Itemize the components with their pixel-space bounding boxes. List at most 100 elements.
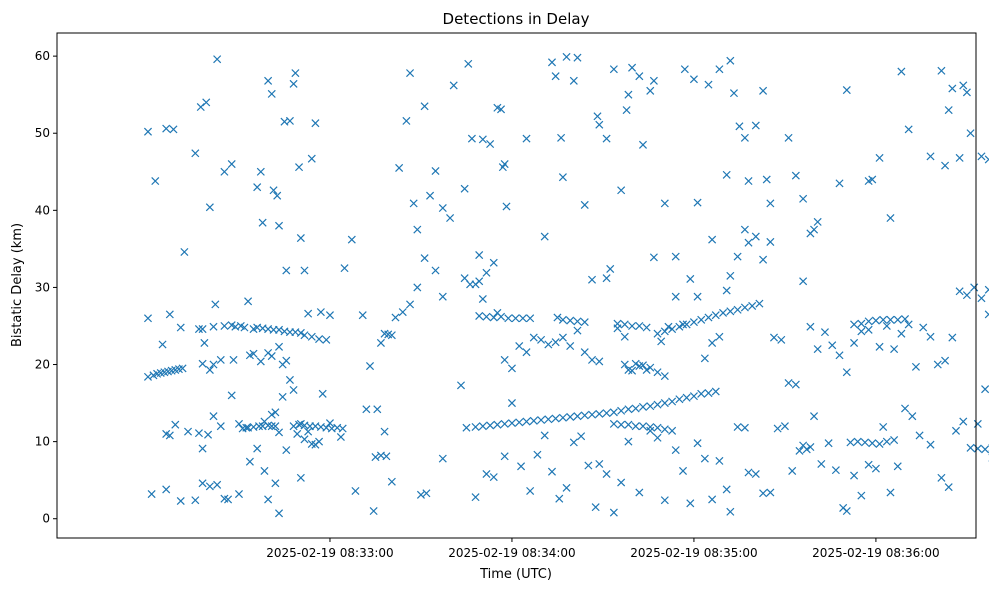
data-point	[687, 275, 694, 282]
data-point	[272, 409, 279, 416]
data-point	[144, 373, 151, 380]
data-point	[741, 134, 748, 141]
data-point	[847, 439, 854, 446]
data-point	[789, 467, 796, 474]
data-point	[628, 322, 635, 329]
data-point	[985, 286, 989, 293]
plot-frame	[57, 33, 976, 538]
data-point	[254, 445, 261, 452]
data-point	[305, 428, 312, 435]
data-point	[337, 433, 344, 440]
data-point	[880, 316, 887, 323]
data-point	[679, 467, 686, 474]
data-point	[290, 386, 297, 393]
data-point	[206, 483, 213, 490]
data-point	[228, 392, 235, 399]
data-point	[210, 323, 217, 330]
data-point	[661, 372, 668, 379]
data-point	[530, 334, 537, 341]
data-point	[574, 54, 581, 61]
data-point	[301, 436, 308, 443]
data-point	[410, 200, 417, 207]
data-point	[297, 234, 304, 241]
data-point	[501, 160, 508, 167]
data-point	[472, 423, 479, 430]
data-point	[858, 328, 865, 335]
data-point	[290, 80, 297, 87]
data-point	[618, 407, 625, 414]
x-tick-label: 2025-02-19 08:34:00	[448, 546, 575, 560]
data-point	[854, 438, 861, 445]
data-point	[967, 130, 974, 137]
data-point	[610, 509, 617, 516]
data-point	[618, 421, 625, 428]
data-point	[472, 281, 479, 288]
data-point	[501, 356, 508, 363]
data-point	[901, 405, 908, 412]
data-point	[672, 253, 679, 260]
data-point	[279, 361, 286, 368]
data-point	[603, 135, 610, 142]
data-point	[581, 319, 588, 326]
data-point	[559, 334, 566, 341]
data-point	[912, 363, 919, 370]
data-point	[705, 81, 712, 88]
data-point	[421, 103, 428, 110]
data-point	[698, 390, 705, 397]
data-point	[596, 410, 603, 417]
data-point	[607, 265, 614, 272]
data-point	[377, 339, 384, 346]
data-point	[177, 497, 184, 504]
data-point	[807, 323, 814, 330]
data-point	[960, 418, 967, 425]
data-point	[221, 168, 228, 175]
data-point	[406, 301, 413, 308]
data-point	[625, 91, 632, 98]
data-point	[527, 487, 534, 494]
data-point	[508, 365, 515, 372]
data-point	[594, 113, 601, 120]
data-point	[537, 336, 544, 343]
data-point	[348, 236, 355, 243]
data-point	[956, 288, 963, 295]
data-point	[985, 311, 989, 318]
data-point	[734, 306, 741, 313]
data-point	[636, 73, 643, 80]
data-point	[952, 427, 959, 434]
data-point	[308, 155, 315, 162]
data-point	[876, 440, 883, 447]
data-point	[749, 302, 756, 309]
data-point	[891, 346, 898, 353]
data-point	[872, 465, 879, 472]
data-point	[734, 423, 741, 430]
data-point	[192, 150, 199, 157]
data-point	[148, 490, 155, 497]
data-point	[668, 325, 675, 332]
data-point	[210, 413, 217, 420]
data-point	[246, 458, 253, 465]
data-point	[228, 160, 235, 167]
data-point	[476, 251, 483, 258]
data-point	[770, 334, 777, 341]
data-point	[618, 479, 625, 486]
data-point	[821, 329, 828, 336]
data-point	[315, 438, 322, 445]
data-point	[326, 420, 333, 427]
data-point	[527, 315, 534, 322]
data-point	[705, 314, 712, 321]
data-point	[534, 451, 541, 458]
data-point	[326, 312, 333, 319]
data-point	[610, 66, 617, 73]
data-point	[552, 339, 559, 346]
data-point	[843, 369, 850, 376]
data-point	[647, 403, 654, 410]
data-point	[432, 167, 439, 174]
data-points	[144, 53, 989, 517]
data-point	[557, 134, 564, 141]
data-point	[199, 445, 206, 452]
data-point	[317, 308, 324, 315]
data-point	[934, 361, 941, 368]
data-point	[752, 233, 759, 240]
